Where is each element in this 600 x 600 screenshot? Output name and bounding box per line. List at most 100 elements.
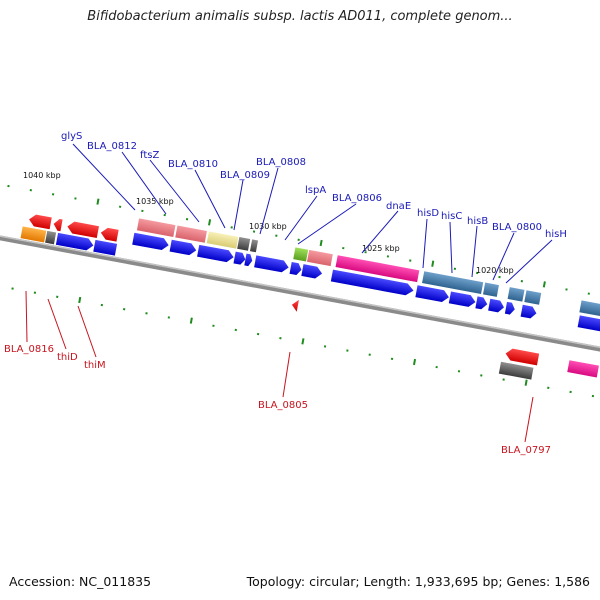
- gene-feature: [505, 348, 540, 366]
- gene-label: hisD: [417, 208, 439, 219]
- scale-tick: [208, 219, 212, 226]
- gene-feature: [45, 230, 57, 245]
- gene-feature: [422, 271, 484, 294]
- gene-feature: [67, 221, 99, 239]
- scale-tick: [342, 246, 345, 250]
- scale-tick: [569, 390, 572, 394]
- scale-tick: [547, 386, 550, 389]
- scale-tick: [435, 365, 438, 369]
- scale-tick: [591, 394, 595, 398]
- gene-feature: [29, 214, 52, 230]
- scale-tick: [386, 255, 390, 258]
- scale-tick: [498, 275, 501, 279]
- scale-tick: [524, 379, 528, 386]
- gene-feature: [254, 255, 289, 273]
- scale-tick: [118, 205, 122, 208]
- gene-feature: [53, 218, 63, 232]
- kbp-tick-label: 1020 kbp: [476, 266, 514, 275]
- scale-tick: [234, 328, 237, 332]
- kbp-tick-label: 1035 kbp: [136, 197, 174, 206]
- gene-feature: [335, 255, 420, 283]
- gene-label: thiD: [57, 352, 78, 363]
- gene-feature: [291, 299, 299, 312]
- gene-label: thiM: [84, 360, 106, 371]
- gene-feature: [132, 232, 169, 251]
- gene-feature: [175, 225, 207, 243]
- scale-tick: [185, 217, 189, 221]
- gene-feature: [197, 244, 234, 263]
- scale-tick: [323, 345, 327, 348]
- scale-tick: [252, 230, 256, 233]
- gene-label: BLA_0810: [168, 159, 218, 170]
- gene-feature: [520, 304, 537, 319]
- gene-label: BLA_0816: [4, 344, 54, 355]
- scale-tick: [279, 337, 282, 340]
- gene-feature: [93, 239, 118, 256]
- gene-label: ftsZ: [140, 150, 159, 161]
- gene-feature: [330, 269, 414, 296]
- gene-feature: [577, 315, 600, 333]
- scale-tick: [542, 281, 546, 288]
- gene-feature: [206, 231, 239, 249]
- gene-label: dnaE: [386, 201, 411, 212]
- gene-label: BLA_0800: [492, 222, 542, 233]
- scale-tick: [256, 332, 260, 336]
- gene-label: hisB: [467, 216, 488, 227]
- gene-feature: [475, 296, 488, 310]
- scale-tick: [319, 239, 323, 247]
- scale-tick: [457, 370, 461, 373]
- scale-tick: [212, 324, 215, 327]
- gene-feature: [301, 264, 323, 279]
- tick-row-top: [7, 184, 590, 295]
- scale-tick: [123, 308, 126, 311]
- gene-feature: [100, 227, 119, 242]
- scale-tick: [51, 193, 55, 196]
- scale-tick: [11, 287, 14, 290]
- scale-tick: [476, 271, 479, 275]
- scale-tick: [56, 295, 59, 298]
- gene-label: BLA_0808: [256, 157, 306, 168]
- scale-tick: [346, 349, 349, 352]
- scale-tick: [7, 184, 10, 188]
- scale-tick: [145, 312, 148, 315]
- gene-feature: [233, 251, 246, 265]
- scale-tick: [96, 198, 100, 205]
- scale-tick: [431, 260, 435, 267]
- scale-tick: [78, 296, 82, 304]
- gene-feature: [524, 290, 542, 305]
- gene-feature: [415, 285, 449, 302]
- gene-label: BLA_0809: [220, 170, 270, 181]
- kbp-tick-label: 1025 kbp: [362, 244, 400, 253]
- gene-feature: [20, 226, 47, 243]
- gene-label: hisH: [545, 229, 567, 240]
- scale-tick: [100, 303, 104, 307]
- scale-tick: [275, 234, 278, 237]
- scale-tick: [163, 213, 166, 217]
- gene-feature: [249, 239, 259, 253]
- gene-feature: [504, 301, 515, 315]
- scale-tick: [587, 292, 590, 295]
- scale-tick: [412, 358, 417, 366]
- bottom-leader-lines: [25, 290, 534, 443]
- gene-feature: [55, 232, 94, 251]
- gene-label: BLA_0812: [87, 141, 137, 152]
- top-leader-lines: [72, 143, 553, 284]
- scale-tick: [480, 374, 483, 377]
- gene-feature: [237, 236, 251, 251]
- gene-feature: [293, 247, 309, 262]
- scale-tick: [33, 291, 37, 294]
- gene-feature: [488, 298, 504, 313]
- tick-row-bottom: [11, 287, 595, 398]
- gene-feature: [448, 291, 476, 307]
- scale-tick: [301, 338, 305, 345]
- gene-label: glyS: [61, 131, 82, 142]
- scale-tick: [565, 288, 568, 291]
- gene-label: BLA_0806: [332, 193, 382, 204]
- gene-feature: [244, 253, 253, 267]
- gene-feature: [507, 287, 525, 302]
- gene-feature: [289, 261, 302, 276]
- scale-tick: [74, 197, 77, 200]
- scale-tick: [364, 251, 367, 254]
- kbp-tick-label: 1040 kbp: [23, 171, 61, 180]
